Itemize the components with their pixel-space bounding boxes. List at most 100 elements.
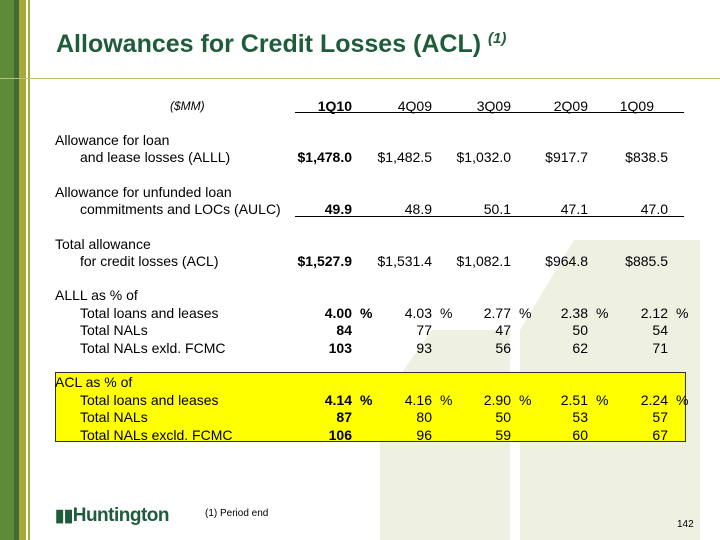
column-header: 1Q09 xyxy=(619,98,654,114)
row-label: Total allowance xyxy=(55,236,151,252)
value-cell: 2.24 xyxy=(640,391,668,408)
value-cell: 57 xyxy=(652,409,668,425)
value-cell: 48.9 xyxy=(404,201,432,217)
value-cell: 47.0 xyxy=(640,201,668,217)
value-cell: 50 xyxy=(572,322,588,338)
value-cell: 4.14 xyxy=(324,391,352,408)
value-cell: 67 xyxy=(652,426,668,443)
side-bar xyxy=(19,0,26,540)
section-label: ACL as % of xyxy=(0,374,720,391)
table-row: Total NALs 87 80 50 53 57 xyxy=(0,409,720,426)
row-label: Total loans and leases xyxy=(80,391,219,408)
value-cell: $964.8 xyxy=(545,253,588,269)
row-label: Allowance for unfunded loan xyxy=(55,184,232,200)
table-row: Total loans and leases 4.00% 4.03% 2.77% 2.3… xyxy=(0,305,720,322)
value-cell: 4.03 xyxy=(404,304,432,321)
value-cell: 71 xyxy=(652,339,668,356)
value-cell: 2.51 xyxy=(560,391,588,408)
value-cell: 103 xyxy=(328,339,352,356)
units-label: ($MM) xyxy=(170,99,205,113)
header-underline xyxy=(295,112,684,113)
value-cell: $1,478.0 xyxy=(297,149,353,165)
table-row: Total NALs 84 77 47 50 54 xyxy=(0,322,720,339)
side-bar xyxy=(14,0,19,540)
value-cell: 50.1 xyxy=(483,201,511,217)
row-label: Total NALs xyxy=(80,322,148,338)
value-cell: 62 xyxy=(572,339,588,356)
percent-sign: % xyxy=(596,304,609,321)
divider xyxy=(0,78,720,79)
value-cell: 93 xyxy=(416,339,432,356)
table-row: commitments and LOCs (AULC) 49.9 48.9 50.1 4… xyxy=(0,201,720,218)
column-header: 4Q09 xyxy=(397,98,432,114)
subtotal-underline xyxy=(295,216,684,217)
percent-sign: % xyxy=(360,391,373,408)
value-cell: 2.90 xyxy=(483,391,511,408)
value-cell: 80 xyxy=(416,409,432,425)
value-cell: 96 xyxy=(416,426,432,443)
row-label: Allowance for unfunded loan xyxy=(0,184,720,201)
page-number: 142 xyxy=(677,519,694,530)
value-cell: 53 xyxy=(572,409,588,425)
value-cell: 56 xyxy=(495,339,511,356)
percent-sign: % xyxy=(596,391,609,408)
column-header: 3Q09 xyxy=(476,98,511,114)
value-cell: 87 xyxy=(336,409,352,425)
value-cell: 50 xyxy=(495,409,511,425)
value-cell: $1,482.5 xyxy=(377,149,433,165)
percent-sign: % xyxy=(360,304,373,321)
percent-sign: % xyxy=(440,304,453,321)
value-cell: $1,032.0 xyxy=(456,149,512,165)
value-cell: $1,527.9 xyxy=(297,253,353,269)
header-row: ($MM) 1Q10 4Q09 3Q09 2Q09 1Q09 xyxy=(0,98,720,115)
acl-highlight-box xyxy=(55,372,686,442)
percent-sign: % xyxy=(440,391,453,408)
section-label: ALLL as % of xyxy=(55,287,138,303)
side-bar xyxy=(28,0,30,540)
title-footnote-ref: (1) xyxy=(488,30,507,47)
value-cell: 84 xyxy=(336,322,352,338)
value-cell: 77 xyxy=(416,322,432,338)
percent-sign: % xyxy=(676,391,689,408)
row-label: Total NALs exld. FCMC xyxy=(80,339,226,356)
percent-sign: % xyxy=(519,391,532,408)
huntington-logo: ▮▮Huntington xyxy=(55,505,170,526)
row-sublabel: commitments and LOCs (AULC) xyxy=(80,201,281,217)
value-cell: 4.16 xyxy=(404,391,432,408)
value-cell: 4.00 xyxy=(324,304,352,321)
value-cell: 59 xyxy=(495,426,511,443)
value-cell: $1,531.4 xyxy=(377,253,433,269)
row-sublabel: for credit losses (ACL) xyxy=(80,253,219,269)
value-cell: $917.7 xyxy=(545,149,588,165)
row-label: Allowance for loan xyxy=(0,132,720,149)
percent-sign: % xyxy=(519,304,532,321)
value-cell: 2.38 xyxy=(560,304,588,321)
value-cell: 60 xyxy=(572,426,588,443)
row-label: Total allowance xyxy=(0,236,720,253)
row-label: Total loans and leases xyxy=(80,304,219,321)
table-row: Total loans and leases 4.14% 4.16% 2.90% 2.5… xyxy=(0,392,720,409)
row-label: Total NALs xyxy=(80,409,148,425)
value-cell: 47 xyxy=(495,322,511,338)
table-row: Total NALs excld. FCMC 106 96 59 60 67 xyxy=(0,427,720,444)
row-sublabel: and lease losses (ALLL) xyxy=(80,149,231,165)
table-row: Total NALs exld. FCMC 103 93 56 62 71 xyxy=(0,340,720,357)
row-label: Allowance for loan xyxy=(55,132,170,148)
page-title: Allowances for Credit Losses (ACL) (1) xyxy=(56,30,507,58)
value-cell: 106 xyxy=(328,426,352,443)
value-cell: 54 xyxy=(652,322,668,338)
percent-sign: % xyxy=(676,304,689,321)
value-cell: 49.9 xyxy=(324,201,352,217)
value-cell: 2.77 xyxy=(483,304,511,321)
table-row: and lease losses (ALLL) $1,478.0 $1,482.5 $… xyxy=(0,149,720,166)
side-bar xyxy=(0,0,14,540)
table-row: for credit losses (ACL) $1,527.9 $1,531.4 $… xyxy=(0,253,720,270)
value-cell: $885.5 xyxy=(625,253,668,269)
value-cell: $1,082.1 xyxy=(456,253,512,269)
value-cell: $838.5 xyxy=(625,149,668,165)
section-label: ALLL as % of xyxy=(0,287,720,304)
section-label: ACL as % of xyxy=(55,374,133,390)
value-cell: 47.1 xyxy=(560,201,588,217)
column-header: 1Q10 xyxy=(317,98,352,114)
column-header: 2Q09 xyxy=(553,98,588,114)
